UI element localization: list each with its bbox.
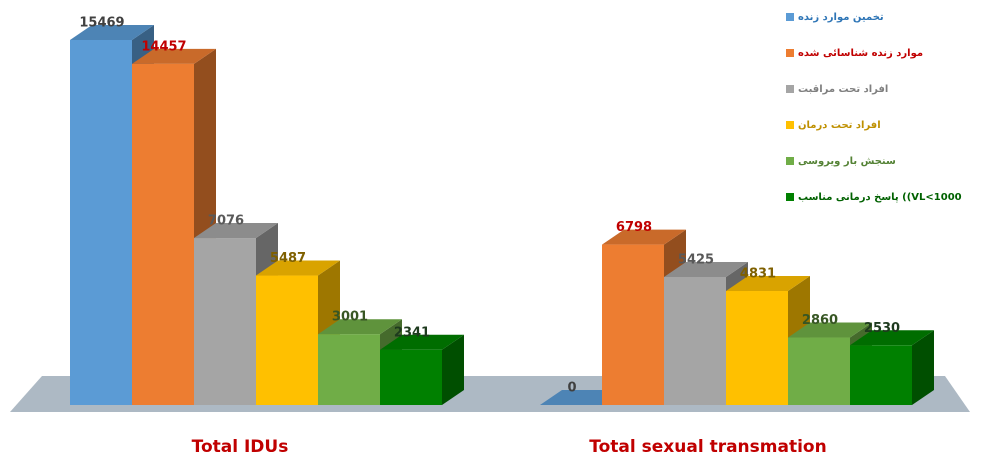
bar-top <box>602 229 686 245</box>
bar <box>194 238 256 405</box>
bar-side <box>912 330 934 405</box>
bar <box>256 275 318 405</box>
legend-swatch <box>786 193 794 201</box>
data-label: 5425 <box>678 252 714 267</box>
data-label: 5487 <box>270 251 306 266</box>
data-label: 7076 <box>208 214 244 229</box>
legend-swatch <box>786 13 794 21</box>
bar-top <box>70 25 154 40</box>
data-label: 14457 <box>141 39 186 54</box>
category-label: Total sexual transmation <box>589 437 826 457</box>
bar <box>318 334 380 405</box>
legend-label: سنجش بار ویروسی <box>798 156 896 167</box>
bar-top <box>726 276 810 292</box>
bar <box>726 291 788 405</box>
data-label: 0 <box>567 381 576 396</box>
legend-swatch <box>786 121 794 129</box>
legend-label: موارد زنده شناسائی شده <box>798 48 923 59</box>
legend-swatch <box>786 49 794 57</box>
bar-top <box>850 330 934 346</box>
legend-swatch <box>786 85 794 93</box>
legend-label: پاسخ درمانی مناسب ((VL<1000 <box>798 192 962 203</box>
bar <box>602 244 664 405</box>
data-label: 6798 <box>616 220 652 235</box>
legend-label: افراد تحت مراقبت <box>798 84 888 95</box>
bar-top <box>380 334 464 350</box>
data-label: 2341 <box>394 325 430 340</box>
bar <box>380 349 442 405</box>
bar-top <box>664 261 748 277</box>
data-label: 15469 <box>79 16 124 31</box>
legend-label: تخمین موارد زنده <box>798 12 884 23</box>
bar <box>664 276 726 405</box>
category-label: Total IDUs <box>192 437 289 457</box>
bar-top <box>132 48 216 64</box>
bar-top <box>256 260 340 276</box>
legend-label: افراد تحت درمان <box>798 120 881 131</box>
data-label: 2860 <box>802 313 838 328</box>
legend-swatch <box>786 157 794 165</box>
bar-side <box>442 334 464 405</box>
bar-top <box>788 322 872 338</box>
bar-top <box>194 223 278 239</box>
bar <box>70 40 132 405</box>
bar <box>850 345 912 405</box>
data-label: 4831 <box>740 267 776 282</box>
data-label: 2530 <box>864 321 900 336</box>
bar-top <box>318 319 402 335</box>
bar <box>132 63 194 406</box>
data-label: 3001 <box>332 310 368 325</box>
bar <box>788 337 850 405</box>
